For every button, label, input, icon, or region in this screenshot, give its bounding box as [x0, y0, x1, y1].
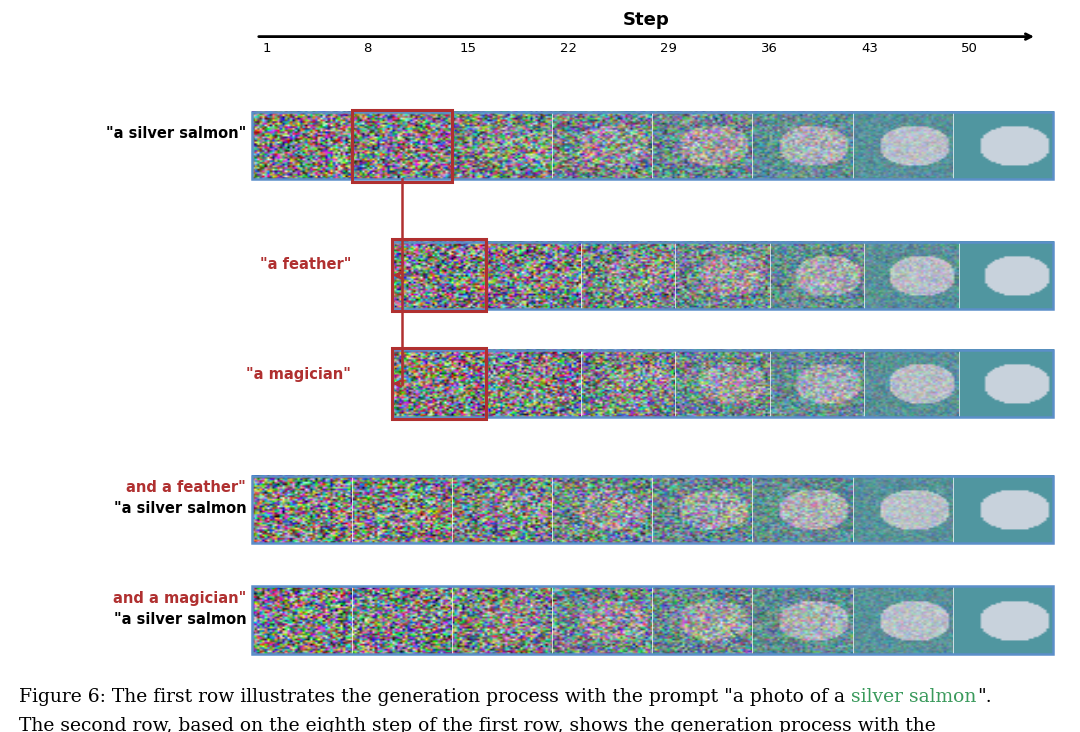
Text: 15: 15	[459, 42, 476, 56]
Text: "a magician": "a magician"	[246, 367, 351, 382]
Text: 50: 50	[961, 42, 978, 56]
Text: Figure 6: The first row illustrates the generation process with the prompt "a ph: Figure 6: The first row illustrates the …	[19, 688, 851, 706]
Bar	[392, 348, 486, 419]
Text: silver salmon: silver salmon	[851, 688, 976, 706]
Text: "a feather": "a feather"	[259, 258, 351, 272]
Text: 22: 22	[559, 42, 577, 56]
Text: 36: 36	[760, 42, 778, 56]
Bar	[252, 586, 1053, 654]
Text: ".: ".	[976, 688, 991, 706]
Bar	[252, 112, 1053, 179]
Bar	[392, 350, 1053, 417]
Text: "a silver salmon": "a silver salmon"	[106, 126, 246, 141]
Text: 43: 43	[861, 42, 878, 56]
Text: 1: 1	[262, 42, 271, 56]
Bar	[352, 110, 453, 182]
Text: Step: Step	[622, 11, 670, 29]
Text: and a magician": and a magician"	[113, 591, 246, 606]
Text: and a feather": and a feather"	[126, 480, 246, 495]
Bar	[392, 239, 486, 311]
Text: "a silver salmon: "a silver salmon	[113, 501, 246, 515]
Bar	[392, 242, 1053, 309]
Text: 29: 29	[660, 42, 677, 56]
Text: The second row, based on the eighth step of the first row, shows the generation : The second row, based on the eighth step…	[19, 717, 936, 732]
Text: "a silver salmon: "a silver salmon	[113, 612, 246, 627]
Text: 8: 8	[363, 42, 372, 56]
Bar	[252, 476, 1053, 543]
